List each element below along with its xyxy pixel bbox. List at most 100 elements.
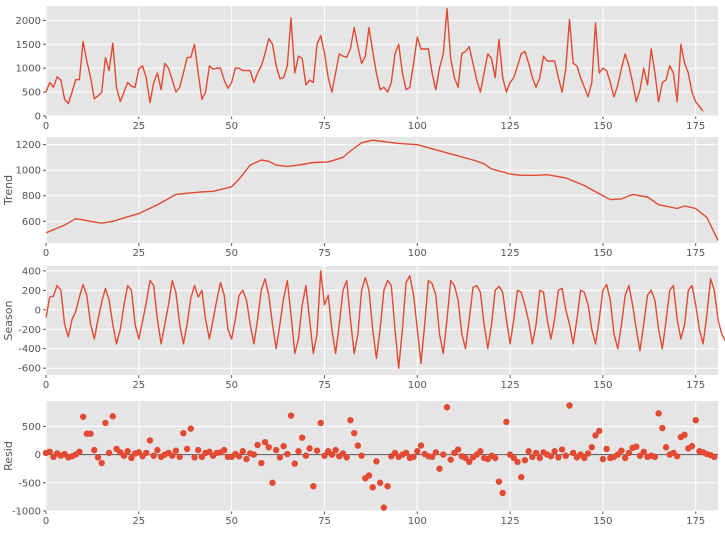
observed-x-tick-label: 150: [593, 121, 612, 132]
resid-point: [562, 452, 569, 459]
resid-point: [98, 459, 105, 467]
resid-point: [150, 452, 157, 459]
resid-point: [343, 454, 350, 461]
resid-point: [180, 429, 187, 437]
resid-point: [595, 427, 603, 435]
resid-point: [688, 442, 696, 450]
resid-point: [499, 489, 506, 497]
resid-point: [536, 454, 543, 462]
season-series-line: [45, 270, 725, 369]
resid-point: [621, 454, 629, 462]
resid-point: [443, 404, 451, 411]
observed-x-tick-label: 100: [408, 121, 427, 132]
trend-x-tick-label: 25: [132, 248, 145, 259]
resid-point: [651, 453, 659, 461]
season-plot-area: [46, 266, 718, 375]
resid-point: [414, 448, 421, 455]
season-y-tick-label: 0: [35, 305, 41, 316]
resid-point: [235, 453, 243, 460]
resid-point: [221, 446, 228, 454]
resid-point: [250, 451, 258, 458]
resid-point: [310, 482, 317, 490]
resid-point: [79, 413, 87, 420]
resid-point: [365, 472, 373, 479]
observed-series-line: [45, 7, 704, 112]
resid-point: [599, 455, 607, 463]
resid-point: [280, 442, 287, 450]
trend-x-tick-label: 50: [225, 248, 238, 259]
resid-point: [376, 479, 384, 486]
season-x-tick-label: 0: [43, 380, 49, 391]
resid-point: [603, 445, 610, 453]
resid-point: [477, 448, 484, 455]
resid-x-tick-label: 50: [225, 516, 238, 527]
observed-x-tick-label: 175: [686, 121, 705, 132]
resid-point: [428, 453, 436, 461]
resid-point: [172, 447, 180, 454]
resid-y-tick-label: -500: [18, 478, 41, 489]
resid-point: [105, 449, 113, 457]
resid-point: [347, 416, 354, 424]
resid-point: [551, 448, 558, 455]
trend-series-line: [45, 139, 719, 241]
resid-point: [570, 449, 577, 457]
observed-y-tick-label: 1000: [16, 64, 41, 75]
resid-point: [618, 447, 625, 454]
resid-x-tick-label: 150: [593, 516, 612, 527]
resid-plot-area: [46, 401, 718, 511]
resid-point: [120, 452, 128, 459]
resid-point: [662, 444, 670, 451]
resid-point: [265, 444, 272, 451]
resid-point: [313, 447, 321, 454]
resid-point: [369, 484, 376, 491]
resid-point: [547, 453, 555, 460]
resid-point: [91, 446, 98, 454]
resid-point: [195, 446, 202, 454]
trend-y-tick-label: 800: [22, 191, 41, 202]
resid-y-tick-label: -1000: [12, 507, 41, 518]
resid-point: [258, 459, 265, 467]
resid-point: [633, 443, 640, 450]
resid-point: [514, 458, 521, 466]
resid-x-tick-label: 25: [132, 516, 145, 527]
observed-y-tick-label: 1500: [16, 40, 41, 51]
resid-point: [518, 473, 525, 481]
resid-point: [94, 454, 102, 461]
season-y-tick-label: 200: [22, 286, 41, 297]
resid-point: [454, 446, 462, 453]
observed-y-tick-label: 2000: [16, 16, 41, 27]
season-panel: 0 25 50 75 100 125 150 175 -600 -400 -200 0 200 400 Se…: [2, 266, 725, 391]
resid-point: [176, 453, 183, 461]
season-y-tick-label: -600: [18, 364, 41, 375]
resid-point: [581, 454, 588, 462]
resid-point: [681, 431, 688, 439]
season-y-tick-label: -200: [18, 325, 41, 336]
resid-x-tick-label: 125: [501, 516, 520, 527]
resid-point: [440, 451, 447, 458]
resid-point: [588, 444, 595, 451]
resid-point: [276, 454, 284, 461]
observed-x-tick-label: 25: [132, 121, 145, 132]
resid-point: [191, 454, 198, 461]
resid-point: [592, 432, 599, 439]
resid-point: [128, 454, 135, 462]
season-x-tick-label: 175: [686, 380, 705, 391]
resid-point: [284, 450, 291, 458]
resid-y-tick-label: 500: [22, 422, 41, 433]
resid-point: [373, 458, 380, 465]
resid-point: [492, 454, 499, 462]
resid-y-tick-label: 0: [35, 450, 41, 461]
trend-panel: 0 25 50 75 100 125 150 175 600 800 1000 1200 Trend: [2, 137, 719, 259]
resid-point: [291, 460, 298, 467]
resid-point: [584, 450, 592, 457]
resid-point: [350, 429, 358, 437]
observed-plot-area: [46, 6, 718, 116]
resid-panel: 0 25 50 75 100 125 150 175 -1000 -500 0 500 Resid: [2, 401, 718, 527]
resid-point: [692, 416, 699, 424]
resid-point: [287, 412, 295, 419]
trend-plot-area: [46, 137, 718, 243]
resid-x-tick-label: 0: [43, 516, 49, 527]
resid-point: [525, 448, 532, 455]
resid-point: [555, 454, 562, 461]
